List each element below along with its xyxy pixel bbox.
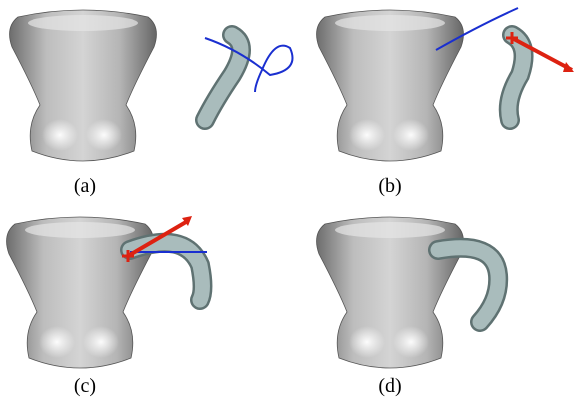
panel-label: (b) (378, 175, 401, 197)
panel-a: (a) (10, 10, 293, 197)
panel-b: (b) (317, 8, 574, 197)
panel-label: (c) (74, 375, 96, 397)
panel-d: (d) (317, 217, 499, 397)
panel-label: (d) (378, 375, 401, 397)
figure: (a) (b) (c) (d) (0, 0, 574, 403)
panel-label: (a) (74, 175, 96, 197)
panel-c: (c) (7, 216, 207, 397)
